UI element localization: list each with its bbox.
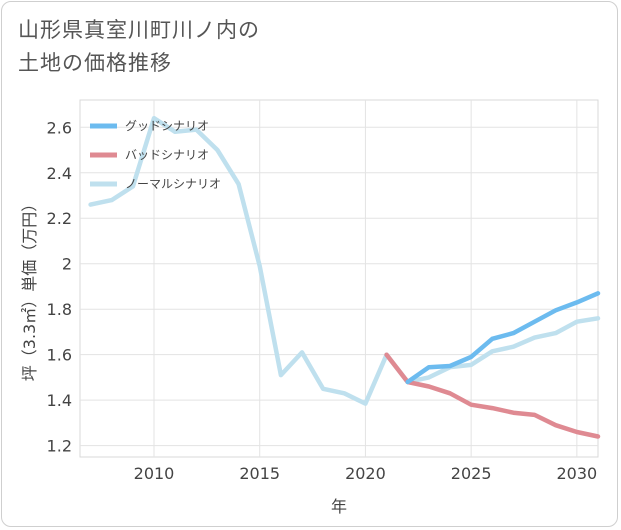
- y-tick-label: 1.4: [47, 391, 72, 410]
- x-tick-label: 2020: [345, 464, 386, 483]
- y-tick-label: 2.2: [47, 209, 72, 228]
- x-axis-ticks: 2010 2015 2020 2025 2030: [134, 464, 598, 483]
- series-line-1: [384, 352, 601, 439]
- y-axis-ticks: 1.2 1.4 1.6 1.8 2 2.2 2.4 2.6: [47, 118, 72, 455]
- y-tick-label: 1.2: [47, 437, 72, 456]
- series-lines: [88, 115, 601, 439]
- x-tick-label: 2010: [134, 464, 175, 483]
- chart-title-line2: 土地の価格推移: [18, 51, 172, 75]
- chart-title-line1: 山形県真室川町川ノ内の: [18, 18, 260, 42]
- legend-label: グッドシナリオ: [125, 119, 209, 133]
- y-tick-label: 1.6: [47, 346, 72, 365]
- y-tick-label: 1.8: [47, 300, 72, 319]
- y-axis-label: 坪（3.3㎡）単価（万円）: [20, 196, 39, 381]
- y-tick-label: 2: [62, 255, 72, 274]
- plot-frame: [79, 99, 599, 458]
- grid: [79, 99, 599, 458]
- x-axis-label: 年: [331, 497, 347, 516]
- legend-label: バッドシナリオ: [125, 148, 209, 162]
- series-line-0: [405, 291, 601, 385]
- chart-title: 山形県真室川町川ノ内の 土地の価格推移: [18, 14, 438, 80]
- x-tick-label: 2025: [451, 464, 492, 483]
- x-tick-label: 2030: [556, 464, 597, 483]
- y-tick-label: 2.6: [47, 118, 72, 137]
- x-tick-label: 2015: [239, 464, 280, 483]
- y-tick-label: 2.4: [47, 164, 72, 183]
- legend-label: ノーマルシナリオ: [125, 177, 221, 191]
- series-line-2: [88, 115, 601, 406]
